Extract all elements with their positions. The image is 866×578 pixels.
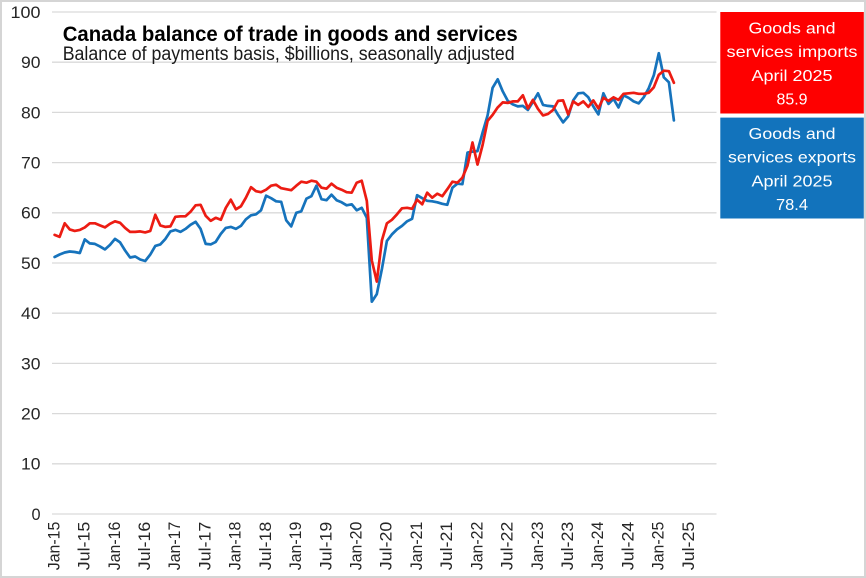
svg-text:100: 100 (11, 4, 41, 22)
svg-text:Jan-18: Jan-18 (227, 522, 245, 571)
svg-text:Jan-25: Jan-25 (650, 522, 668, 571)
svg-text:April 2025: April 2025 (752, 68, 833, 85)
svg-text:Jan-17: Jan-17 (166, 522, 184, 571)
svg-text:Jan-24: Jan-24 (589, 522, 607, 571)
svg-text:0: 0 (31, 506, 40, 524)
svg-text:Jan-19: Jan-19 (287, 522, 305, 571)
svg-text:90: 90 (21, 54, 41, 72)
svg-text:20: 20 (21, 406, 41, 424)
svg-text:78.4: 78.4 (776, 197, 808, 214)
svg-text:Jul-16: Jul-16 (136, 522, 154, 571)
svg-text:Jul-23: Jul-23 (559, 522, 577, 571)
svg-text:Jul-24: Jul-24 (619, 522, 637, 571)
svg-text:Goods and: Goods and (749, 126, 836, 143)
svg-text:Jul-20: Jul-20 (378, 522, 396, 571)
svg-text:Goods and: Goods and (749, 20, 836, 37)
svg-text:Jan-16: Jan-16 (106, 522, 124, 571)
svg-text:40: 40 (21, 305, 41, 323)
svg-text:70: 70 (21, 155, 41, 173)
svg-text:Jan-23: Jan-23 (529, 522, 547, 571)
svg-text:85.9: 85.9 (777, 92, 808, 109)
svg-text:Jul-18: Jul-18 (257, 522, 275, 571)
svg-text:services imports: services imports (727, 44, 858, 61)
svg-text:80: 80 (21, 104, 41, 122)
svg-text:Jan-21: Jan-21 (408, 522, 426, 571)
svg-text:April 2025: April 2025 (752, 173, 833, 190)
svg-text:Jan-15: Jan-15 (45, 522, 63, 571)
svg-text:Jul-25: Jul-25 (680, 522, 698, 571)
svg-text:Balance of payments basis, $bi: Balance of payments basis, $billions, se… (63, 44, 515, 65)
svg-text:Jul-21: Jul-21 (438, 522, 456, 571)
svg-text:Jan-20: Jan-20 (348, 522, 366, 571)
svg-text:Jul-15: Jul-15 (76, 522, 94, 571)
svg-text:Jul-22: Jul-22 (499, 522, 517, 571)
svg-text:services exports: services exports (728, 150, 856, 167)
svg-text:30: 30 (21, 355, 41, 373)
svg-text:Jul-17: Jul-17 (197, 522, 215, 571)
svg-text:10: 10 (21, 456, 41, 474)
svg-text:Canada balance of trade in goo: Canada balance of trade in goods and ser… (63, 22, 518, 46)
svg-text:50: 50 (21, 255, 41, 273)
svg-text:60: 60 (21, 205, 41, 223)
svg-text:Jul-19: Jul-19 (317, 522, 335, 571)
svg-text:Jan-22: Jan-22 (468, 522, 486, 571)
